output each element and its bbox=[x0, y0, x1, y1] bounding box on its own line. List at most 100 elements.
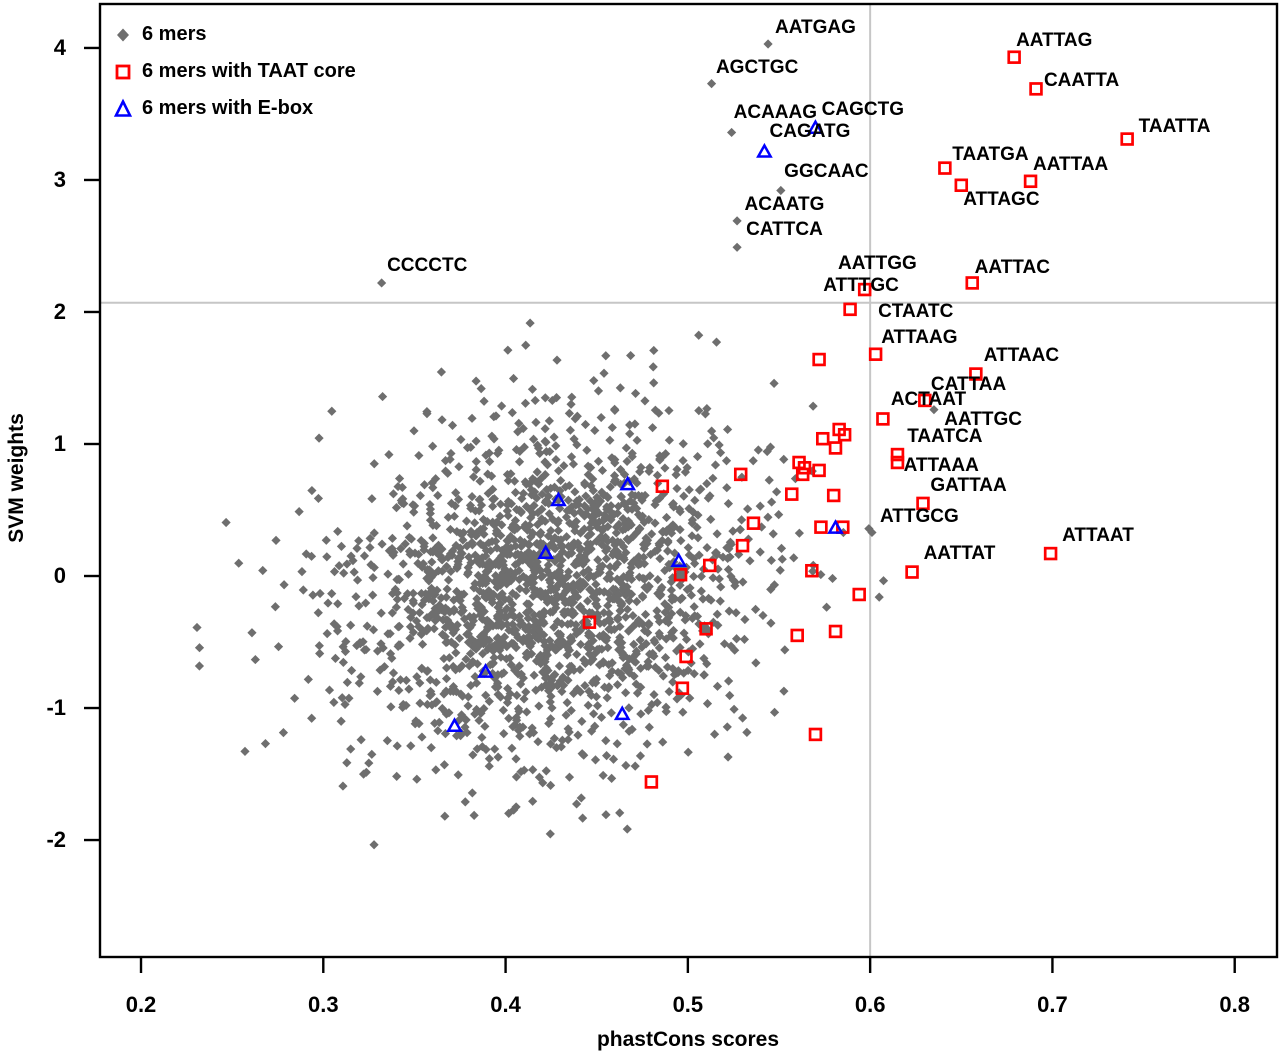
data-point-diamond bbox=[705, 491, 715, 501]
data-point-diamond bbox=[365, 542, 375, 553]
data-point-diamond bbox=[469, 612, 479, 622]
data-point-diamond bbox=[494, 592, 504, 602]
data-point-diamond bbox=[586, 643, 596, 653]
data-point-diamond bbox=[702, 479, 712, 489]
data-point-diamond bbox=[774, 510, 784, 520]
data-point-diamond bbox=[448, 661, 458, 672]
data-point-diamond bbox=[352, 640, 362, 651]
data-point-diamond bbox=[415, 678, 425, 688]
data-point-diamond bbox=[536, 572, 547, 582]
data-point-diamond bbox=[394, 685, 404, 695]
data-point-diamond bbox=[696, 586, 706, 596]
data-point-diamond bbox=[476, 384, 486, 394]
data-point-diamond bbox=[627, 724, 637, 734]
data-point-diamond bbox=[437, 554, 447, 565]
data-point-diamond bbox=[625, 429, 635, 439]
data-point-diamond bbox=[398, 559, 408, 569]
data-point-diamond bbox=[481, 690, 491, 700]
data-point-diamond bbox=[586, 690, 596, 701]
data-point-diamond bbox=[391, 503, 402, 513]
data-point-diamond bbox=[367, 749, 377, 759]
data-point-diamond bbox=[463, 629, 473, 639]
data-point-diamond bbox=[573, 538, 583, 548]
data-point-diamond bbox=[393, 622, 403, 632]
data-point-diamond bbox=[468, 642, 478, 652]
data-point-diamond bbox=[503, 683, 513, 694]
data-point-diamond bbox=[572, 799, 582, 809]
data-point-diamond bbox=[654, 408, 664, 418]
data-point-diamond bbox=[334, 561, 344, 571]
data-point-diamond bbox=[602, 632, 612, 643]
data-point-diamond bbox=[619, 469, 630, 480]
x-axis-title: phastCons scores bbox=[596, 1028, 780, 1051]
data-point-square bbox=[828, 441, 843, 455]
data-point-diamond bbox=[632, 597, 642, 607]
data-point-diamond bbox=[511, 541, 521, 551]
data-point-diamond bbox=[536, 587, 546, 597]
data-point-diamond bbox=[273, 642, 284, 652]
data-point-diamond bbox=[643, 628, 653, 638]
data-point-diamond bbox=[366, 560, 376, 570]
data-point-diamond bbox=[709, 729, 720, 739]
data-point-diamond bbox=[703, 593, 714, 604]
data-point-diamond bbox=[540, 641, 550, 651]
data-point-diamond bbox=[512, 504, 522, 515]
data-point-diamond bbox=[612, 739, 622, 749]
data-point-diamond bbox=[637, 642, 647, 652]
data-point-diamond bbox=[354, 678, 364, 688]
data-point-diamond bbox=[675, 607, 685, 617]
data-point-diamond bbox=[399, 593, 409, 604]
data-point-diamond bbox=[442, 561, 452, 572]
data-point-diamond bbox=[453, 770, 463, 780]
data-point-diamond bbox=[425, 589, 435, 599]
data-point-diamond bbox=[582, 596, 593, 606]
data-point-diamond bbox=[314, 433, 324, 443]
data-point-diamond bbox=[692, 451, 703, 462]
data-point-diamond bbox=[355, 639, 365, 649]
data-point-diamond bbox=[607, 666, 617, 676]
data-point-diamond bbox=[681, 562, 691, 572]
data-point-diamond bbox=[780, 645, 790, 655]
legend-item-6mers: 6 mers bbox=[104, 16, 356, 53]
data-point-diamond bbox=[358, 637, 368, 647]
data-point-diamond bbox=[660, 449, 671, 459]
data-point-diamond bbox=[650, 518, 660, 528]
data-point-diamond bbox=[664, 687, 674, 697]
data-point-diamond bbox=[695, 639, 705, 649]
data-point-diamond bbox=[426, 689, 436, 699]
data-point-diamond bbox=[660, 599, 670, 609]
data-point-diamond bbox=[603, 600, 613, 611]
data-point-diamond bbox=[470, 709, 480, 719]
data-point-square bbox=[673, 567, 688, 582]
data-point-diamond bbox=[487, 431, 497, 441]
data-point-diamond bbox=[708, 473, 718, 483]
data-point-diamond bbox=[415, 491, 425, 501]
data-point-diamond bbox=[654, 617, 665, 627]
data-point-diamond bbox=[736, 515, 747, 525]
data-point-diamond bbox=[551, 393, 562, 403]
data-point-diamond bbox=[610, 562, 620, 572]
data-point-diamond bbox=[533, 443, 544, 453]
data-point-diamond bbox=[536, 565, 546, 576]
data-point-diamond bbox=[613, 501, 623, 512]
data-point-diamond bbox=[535, 530, 545, 540]
point-label: CATTCA bbox=[746, 219, 823, 241]
data-point-diamond bbox=[392, 594, 402, 604]
data-point-diamond bbox=[603, 536, 613, 546]
data-point-diamond bbox=[767, 497, 777, 507]
point-label: AATTAC bbox=[974, 257, 1050, 279]
point-label: TAATCA bbox=[907, 426, 983, 448]
data-point-square bbox=[890, 455, 905, 470]
data-point-diamond bbox=[575, 687, 585, 697]
data-point-diamond bbox=[405, 622, 416, 632]
data-point-diamond bbox=[676, 536, 686, 546]
data-point-diamond bbox=[650, 500, 660, 510]
data-point-diamond bbox=[471, 704, 482, 715]
data-point-diamond bbox=[430, 616, 440, 626]
data-point-diamond bbox=[479, 396, 489, 406]
legend-item-taat-core: 6 mers with TAAT core bbox=[104, 53, 356, 90]
data-point-diamond bbox=[271, 535, 281, 545]
data-point-diamond bbox=[412, 774, 422, 784]
data-point-diamond bbox=[640, 609, 651, 620]
data-point-diamond bbox=[545, 678, 555, 688]
